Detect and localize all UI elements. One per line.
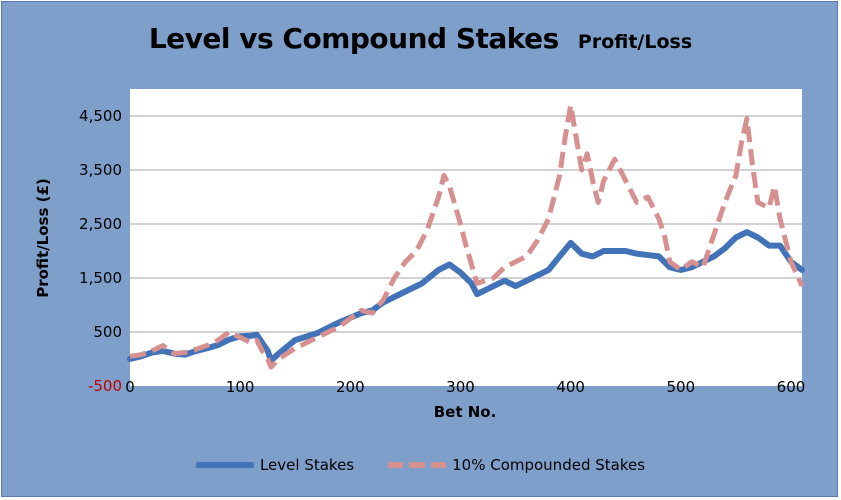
x-tick-label: 300: [446, 378, 475, 396]
y-axis-title: Profit/Loss (£): [34, 178, 52, 298]
y-axis-ticks: -500 500 1,500 2,500 3,500 4,500: [79, 107, 122, 395]
x-axis-ticks: 0 100 200 300 400 500 600: [125, 378, 805, 396]
y-tick-label: 1,500: [79, 269, 122, 287]
legend-item-compound: 10% Compounded Stakes: [388, 456, 645, 474]
legend-swatch-level: [195, 462, 254, 468]
series-line-level-stakes: [127, 229, 805, 364]
chart-legend: Level Stakes 10% Compounded Stakes: [0, 456, 841, 474]
x-tick-label: 0: [125, 378, 135, 396]
series-line-compounded-stakes: [129, 102, 805, 370]
series-layer: [127, 102, 805, 370]
y-tick-label: -500: [88, 377, 122, 395]
legend-swatch-compound: [388, 462, 447, 468]
y-tick-label: 4,500: [79, 107, 122, 125]
legend-label-level: Level Stakes: [259, 456, 355, 474]
x-tick-label: 600: [777, 378, 806, 396]
y-tick-label: 500: [93, 323, 122, 341]
x-tick-label: 200: [336, 378, 365, 396]
chart-subtitle: Profit/Loss: [577, 31, 693, 53]
x-tick-label: 400: [556, 378, 585, 396]
x-tick-label: 100: [226, 378, 255, 396]
chart-title-row: Level vs Compound Stakes Profit/Loss: [0, 22, 841, 55]
legend-item-level: Level Stakes: [195, 456, 355, 474]
x-tick-label: 500: [666, 378, 695, 396]
x-axis-title: Bet No.: [434, 403, 497, 421]
legend-label-compound: 10% Compounded Stakes: [452, 456, 646, 474]
y-tick-label: 2,500: [79, 215, 122, 233]
chart-title: Level vs Compound Stakes: [148, 22, 559, 55]
y-tick-label: 3,500: [79, 161, 122, 179]
